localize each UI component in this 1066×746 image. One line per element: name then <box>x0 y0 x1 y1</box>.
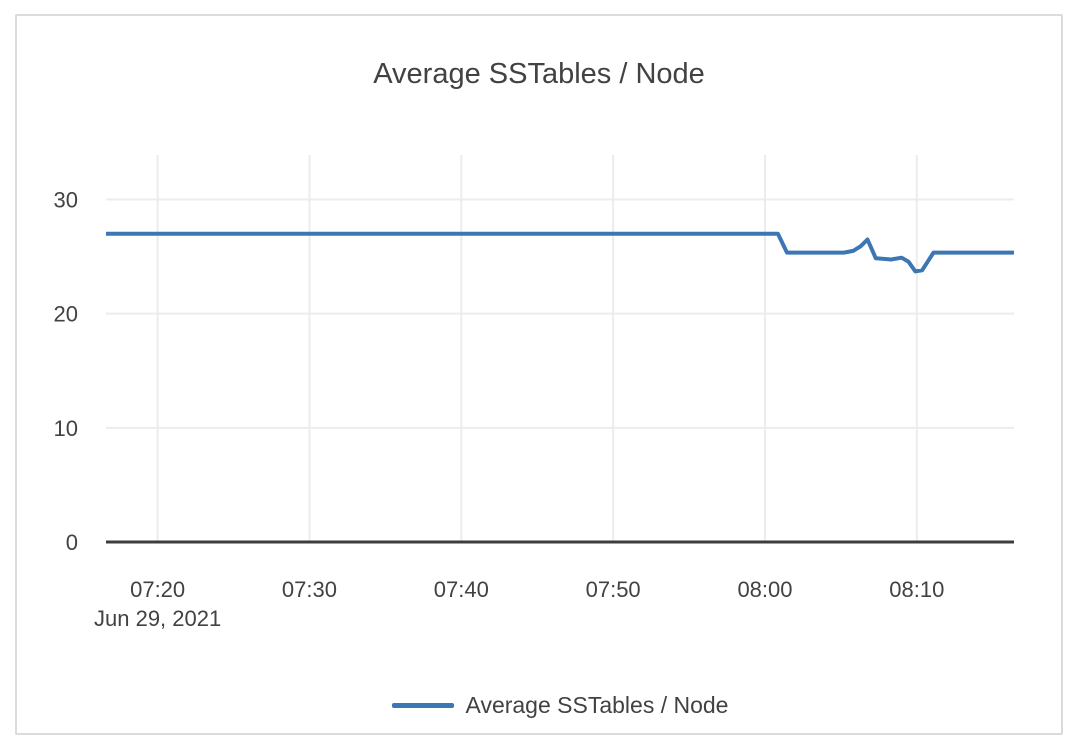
x-tick-label: 07:40 <box>434 577 489 602</box>
x-tick-label: 08:00 <box>737 577 792 602</box>
chart-plot-area: 0 10 20 30 07:20 07:30 07:40 07:50 08:00 08:10 Jun… <box>54 155 1014 631</box>
y-tick-label: 30 <box>54 188 78 213</box>
y-tick-label: 20 <box>54 302 78 327</box>
legend-line-swatch <box>391 702 454 708</box>
chart-card: Average SSTables / Node 0 10 20 30 07:20 07:3… <box>15 14 1063 735</box>
y-tick-label: 10 <box>54 416 78 441</box>
legend: Average SSTables / Node <box>106 692 1014 718</box>
y-tick-label: 0 <box>66 530 78 555</box>
x-tick-label: 08:10 <box>889 577 944 602</box>
chart-title: Average SSTables / Node <box>373 58 705 90</box>
x-axis-date-label: Jun 29, 2021 <box>94 606 221 631</box>
x-tick-label: 07:30 <box>282 577 337 602</box>
series-line <box>106 231 1014 274</box>
legend-series-label: Average SSTables / Node <box>465 691 729 718</box>
x-tick-label: 07:50 <box>586 577 641 602</box>
x-tick-label: 07:20 <box>130 577 185 602</box>
